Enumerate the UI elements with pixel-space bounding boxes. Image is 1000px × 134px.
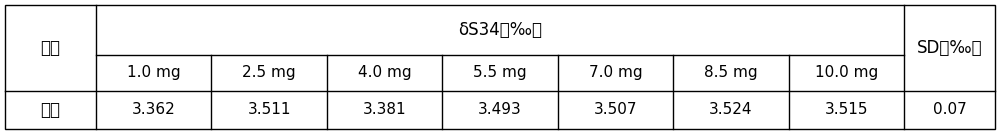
Text: 5.5 mg: 5.5 mg <box>473 65 527 80</box>
Text: 4.0 mg: 4.0 mg <box>358 65 411 80</box>
Text: 10.0 mg: 10.0 mg <box>815 65 878 80</box>
Text: SD（‰）: SD（‰） <box>917 39 982 57</box>
Text: 3.507: 3.507 <box>594 102 637 117</box>
Text: 样品: 样品 <box>41 39 61 57</box>
Text: 3.493: 3.493 <box>478 102 522 117</box>
Text: 8.5 mg: 8.5 mg <box>704 65 758 80</box>
Text: 大气: 大气 <box>41 101 61 119</box>
Text: 3.524: 3.524 <box>709 102 753 117</box>
Text: 7.0 mg: 7.0 mg <box>589 65 642 80</box>
Text: 3.515: 3.515 <box>824 102 868 117</box>
Text: 3.381: 3.381 <box>363 102 406 117</box>
Text: 2.5 mg: 2.5 mg <box>242 65 296 80</box>
Text: δS34（‰）: δS34（‰） <box>458 21 542 39</box>
Text: 1.0 mg: 1.0 mg <box>127 65 181 80</box>
Text: 0.07: 0.07 <box>933 102 966 117</box>
Text: 3.511: 3.511 <box>247 102 291 117</box>
Text: 3.362: 3.362 <box>132 102 176 117</box>
